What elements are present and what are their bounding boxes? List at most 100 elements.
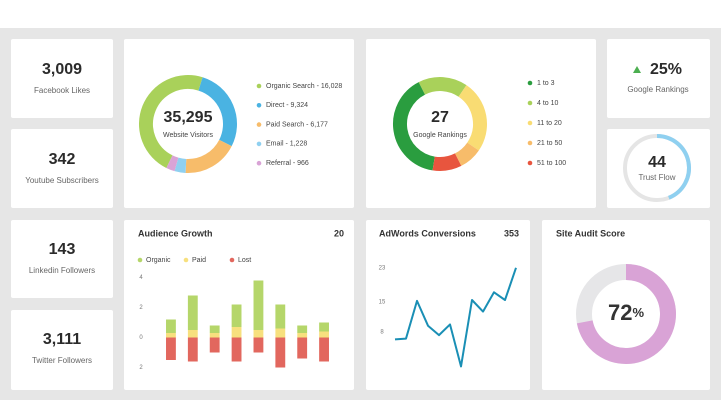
bar-segment [231,327,242,338]
cards [11,39,710,390]
legend-label: Paid [192,257,206,264]
legend-dot [527,120,533,126]
donut-segment [185,139,232,173]
legend-dot [527,80,533,86]
donut-segment [418,77,467,97]
line-series [394,267,517,368]
kpi-value: 3,111 [43,331,81,348]
bar-segment [319,331,329,338]
legend-dot [256,83,262,89]
y-tick-label: 23 [379,265,386,271]
bar-segment [187,295,198,330]
bar-segment [231,304,242,327]
gauge-arc [656,134,691,200]
legend-label: Direct - 9,324 [266,102,308,109]
legend-dot [527,100,533,106]
donut-segment [174,157,187,173]
donut-total: 35,295 [164,109,213,126]
kpi-value: 143 [49,241,76,258]
legend-label: 21 to 50 [537,140,562,147]
y-tick-label: 0 [139,335,143,341]
card [366,220,530,390]
card-title: Audience Growth [138,228,213,238]
card [11,129,113,208]
kpi-label: Youtube Subscribers [25,176,99,185]
bar-segment [297,337,308,359]
card [11,220,113,298]
legend-dot [527,160,533,166]
legend-label: Paid Search - 6,177 [266,121,328,128]
donut-segment [432,153,462,171]
card [542,220,710,390]
legend-dot [183,257,189,263]
donut-title: Website Visitors [163,132,213,139]
legend-dot [256,122,262,127]
bar-segment [166,337,176,360]
bar-segment [187,330,198,338]
card-total: 353 [504,228,519,238]
bar-segment [187,337,198,362]
legend-dot [256,103,262,108]
legend-label: 1 to 3 [537,80,555,87]
legend-label: Email - 1,228 [266,141,307,148]
bar-segment [275,328,286,338]
bar-segment [297,325,308,333]
bar-segment [166,333,176,338]
legend-label: Organic [146,257,171,264]
legend-label: 4 to 10 [537,100,559,107]
y-tick-label: 4 [139,275,143,281]
donut-total: 27 [431,109,449,126]
donut-segment [454,142,479,166]
gauge-unit: % [632,305,644,320]
legend-label: Lost [238,257,251,264]
legend-dot [527,140,533,146]
card [11,310,113,390]
kpi-label: Facebook Likes [34,86,90,95]
donut-segment [198,77,237,147]
top-bar [0,0,721,28]
gauge-arc [576,264,676,364]
y-tick-label: 15 [379,300,386,306]
legend-dot [229,257,235,263]
gauge-title: Trust Flow [638,173,675,182]
kpi-value: 342 [49,151,76,168]
legend-dot [256,160,262,166]
bar-segment [253,330,264,338]
card [607,39,710,118]
card-total: 20 [334,228,344,238]
legend-dot [256,141,262,147]
legend-label: 11 to 20 [537,120,562,127]
donut-segment [139,75,203,168]
donut-segment [393,82,436,171]
y-tick-label: 8 [380,330,384,336]
bar-segment [209,333,220,338]
bar-segment [253,337,264,353]
bar-segment [231,337,242,362]
bar-segment [166,319,176,333]
bar-segment [319,337,329,362]
legend-dot [137,257,143,263]
legend-label: 51 to 100 [537,160,566,167]
y-tick-label: 2 [139,305,143,311]
card-title: Site Audit Score [556,228,625,238]
kpi-label: Linkedin Followers [29,266,95,275]
bar-segment [209,337,220,353]
bar-segment [209,325,220,333]
card-title: AdWords Conversions [379,228,476,238]
donut-segment [458,85,487,151]
y-tick-label: 2 [139,365,143,371]
kpi-label: Twitter Followers [32,356,92,365]
up-arrow [633,66,641,73]
card [11,39,113,118]
bar-segment [253,280,264,330]
donut-segment [166,155,179,172]
legend-label: Organic Search - 16,028 [266,83,342,90]
bar-segment [275,337,286,368]
legend-label: Referral - 966 [266,160,309,167]
bar-segment [319,322,329,332]
change-value: 25% [650,61,682,78]
donut-title: Google Rankings [413,132,467,139]
bar-segment [297,333,308,338]
